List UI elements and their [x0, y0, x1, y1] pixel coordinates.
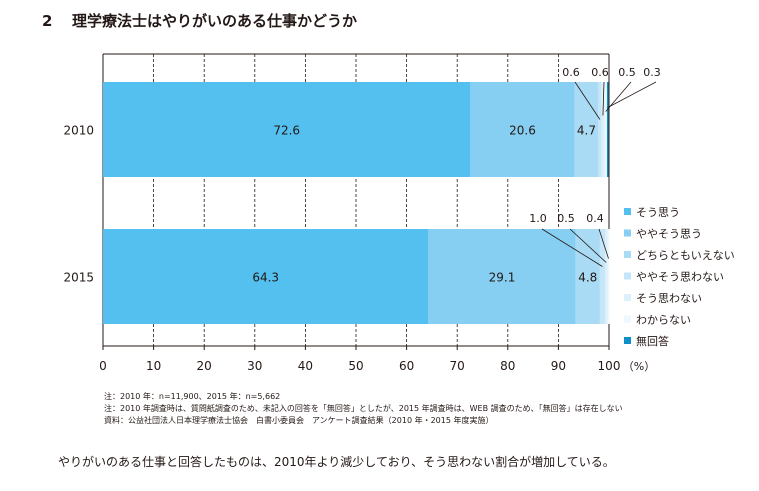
bar-segment	[598, 82, 602, 177]
legend-label: ややそう思う	[636, 228, 702, 241]
bar-value-label: 4.8	[578, 271, 597, 285]
callout-leader	[569, 228, 607, 263]
bar-segment	[599, 229, 605, 324]
callout-label: 0.4	[586, 212, 604, 225]
x-tick-label: 60	[399, 359, 414, 373]
x-tick-label: 70	[450, 359, 465, 373]
legend-swatch	[624, 315, 631, 323]
callout-label: 0.5	[557, 212, 575, 225]
bar-value-label: 29.1	[489, 271, 516, 285]
legend-label: 無回答	[636, 334, 669, 348]
x-tick-label: 40	[298, 359, 313, 373]
bar-segment	[574, 82, 599, 177]
bar-segment	[604, 229, 608, 324]
bar-segment	[103, 229, 429, 324]
bar-segment	[604, 82, 607, 177]
x-tick-label: 30	[247, 359, 262, 373]
bar-value-label: 4.7	[577, 124, 596, 138]
bar-value-label: 72.6	[273, 124, 300, 138]
heading-number: 2	[42, 12, 53, 30]
bar-segment	[470, 82, 575, 177]
legend-swatch	[624, 229, 631, 237]
bar-segment	[607, 229, 610, 324]
x-tick-label: 90	[551, 359, 566, 373]
legend-swatch	[624, 251, 631, 258]
callout-leader	[598, 228, 609, 259]
notes: 注：2010 年：n=11,900、2015 年：n=5,662 注：2010 …	[104, 391, 623, 427]
note-line: 資料：公益社団法人日本理学療法士協会 白書小委員会 アンケート調査結果（2010…	[104, 416, 494, 425]
x-tick-label: 50	[348, 359, 363, 373]
bar-segment	[606, 82, 609, 177]
legend-label: どちらともいえない	[636, 249, 735, 262]
category-label: 2015	[63, 271, 94, 285]
chart-caption: やりがいのある仕事と回答したものは、2010年より減少しており、そう思わない割合…	[58, 455, 615, 469]
bar-segment	[575, 229, 600, 324]
note-line: 注：2010 年：n=11,900、2015 年：n=5,662	[104, 392, 281, 401]
legend-label: そう思わない	[636, 292, 702, 305]
legend-swatch	[624, 272, 631, 280]
callout-label: 0.5	[618, 66, 636, 79]
bar-value-label: 20.6	[509, 124, 536, 138]
x-unit-label: （%）	[623, 360, 655, 373]
callout-leader	[574, 81, 601, 120]
callout-leader	[602, 81, 605, 116]
legend-swatch	[624, 208, 631, 215]
callout-label: 0.3	[643, 66, 661, 79]
callout-label: 0.6	[562, 66, 580, 79]
bar-value-label: 64.3	[252, 271, 279, 285]
legend-label: そう思う	[636, 206, 680, 219]
x-tick-label: 80	[500, 359, 515, 373]
legend-label: ややそう思わない	[636, 271, 724, 284]
callout-leader	[607, 81, 657, 108]
callout-leader	[541, 228, 603, 267]
callout-leader	[605, 81, 632, 112]
bar-segment	[103, 82, 471, 177]
x-tick-label: 20	[197, 359, 212, 373]
bar-segment	[601, 82, 605, 177]
x-tick-label: 0	[99, 359, 107, 373]
legend-label: わからない	[636, 314, 691, 327]
category-label: 2010	[63, 124, 94, 138]
legend-swatch	[624, 294, 631, 301]
note-line: 注：2010 年調査時は、質問紙調査のため、未記入の回答を「無回答」としたが、2…	[104, 404, 623, 413]
chart-heading: 2 理学療法士はやりがいのある仕事かどうか	[42, 10, 357, 31]
x-tick-label: 10	[146, 359, 161, 373]
bar-segment	[428, 229, 576, 324]
x-tick-label: 100	[598, 359, 621, 373]
heading-text: 理学療法士はやりがいのある仕事かどうか	[72, 12, 358, 30]
legend-swatch	[624, 337, 631, 344]
callout-label: 0.6	[591, 66, 609, 79]
callout-label: 1.0	[529, 212, 547, 225]
